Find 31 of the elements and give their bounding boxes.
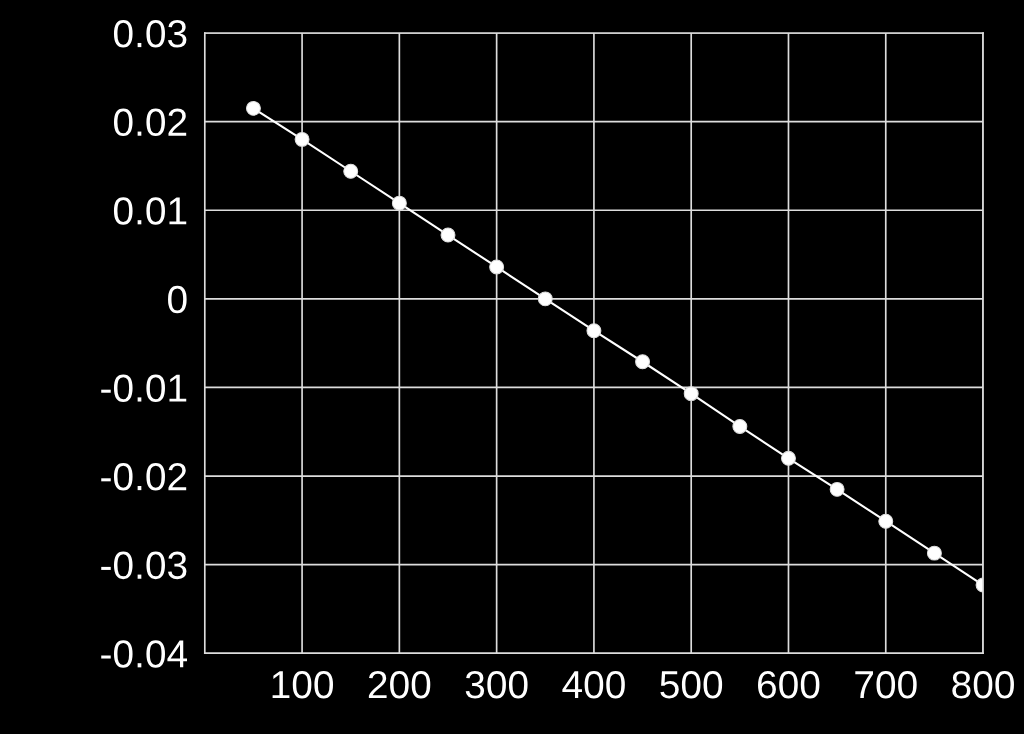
- point: [489, 259, 505, 275]
- point: [732, 418, 748, 434]
- x-tick-label: 100: [272, 670, 333, 699]
- point: [245, 100, 261, 116]
- point: [586, 323, 602, 339]
- point: [343, 163, 359, 179]
- point: [829, 481, 845, 497]
- point: [391, 195, 407, 211]
- x-tick-label: 800: [952, 670, 1014, 699]
- point: [537, 291, 553, 307]
- y-tick-label: -0.04: [101, 640, 187, 668]
- x-tick-label: 200: [368, 670, 431, 699]
- y-tick-label: 0.03: [113, 19, 187, 48]
- x-tick-label: 300: [465, 670, 528, 699]
- x-tick-label: 400: [562, 670, 625, 699]
- point: [878, 513, 894, 529]
- x-tick-label: 700: [855, 670, 917, 699]
- point: [683, 386, 699, 402]
- y-tick-label: 0.02: [113, 108, 187, 137]
- point: [440, 227, 456, 243]
- point: [926, 545, 942, 561]
- y-tick-label: -0.03: [101, 551, 187, 580]
- x-tick-label: 600: [758, 670, 820, 699]
- x-tick-label: 500: [660, 670, 723, 699]
- point: [781, 450, 796, 466]
- y-tick-label: -0.01: [101, 374, 187, 402]
- y-tick-label: 0: [168, 285, 187, 314]
- point: [294, 131, 310, 147]
- y-tick-label: -0.02: [101, 462, 187, 491]
- y-tick-label: 0.01: [113, 197, 187, 225]
- point: [635, 354, 651, 370]
